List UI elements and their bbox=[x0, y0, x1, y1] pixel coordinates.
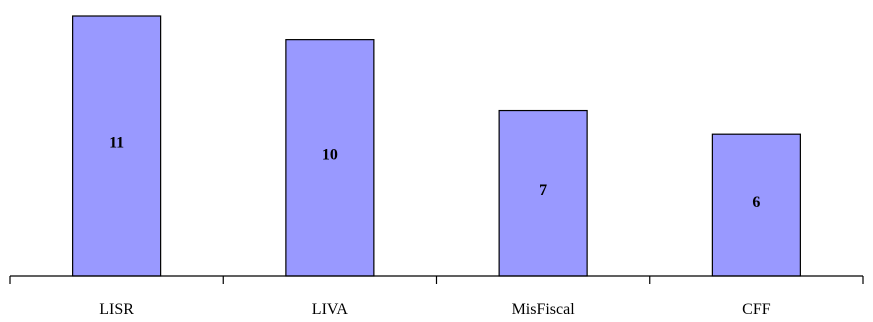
x-tick-label-lisr: LISR bbox=[99, 301, 134, 318]
bar-liva bbox=[285, 39, 375, 277]
bar-cff bbox=[711, 133, 801, 277]
bars-group bbox=[72, 15, 801, 277]
data-labels-group: 11 10 7 6 bbox=[109, 135, 760, 211]
x-tick-label-cff: CFF bbox=[742, 301, 771, 318]
x-tick-labels-group: LISR LIVA MisFiscal CFF bbox=[99, 301, 770, 318]
data-label-lisr: 11 bbox=[109, 135, 124, 152]
data-label-misfiscal: 7 bbox=[539, 182, 547, 199]
data-label-cff: 6 bbox=[752, 194, 760, 211]
data-label-liva: 10 bbox=[322, 146, 338, 163]
bar-lisr bbox=[72, 15, 162, 277]
x-tick-label-liva: LIVA bbox=[312, 301, 349, 318]
x-tick-label-misfiscal: MisFiscal bbox=[512, 301, 576, 318]
bar-misfiscal bbox=[498, 109, 588, 277]
x-axis-ticks-group bbox=[9, 276, 864, 284]
